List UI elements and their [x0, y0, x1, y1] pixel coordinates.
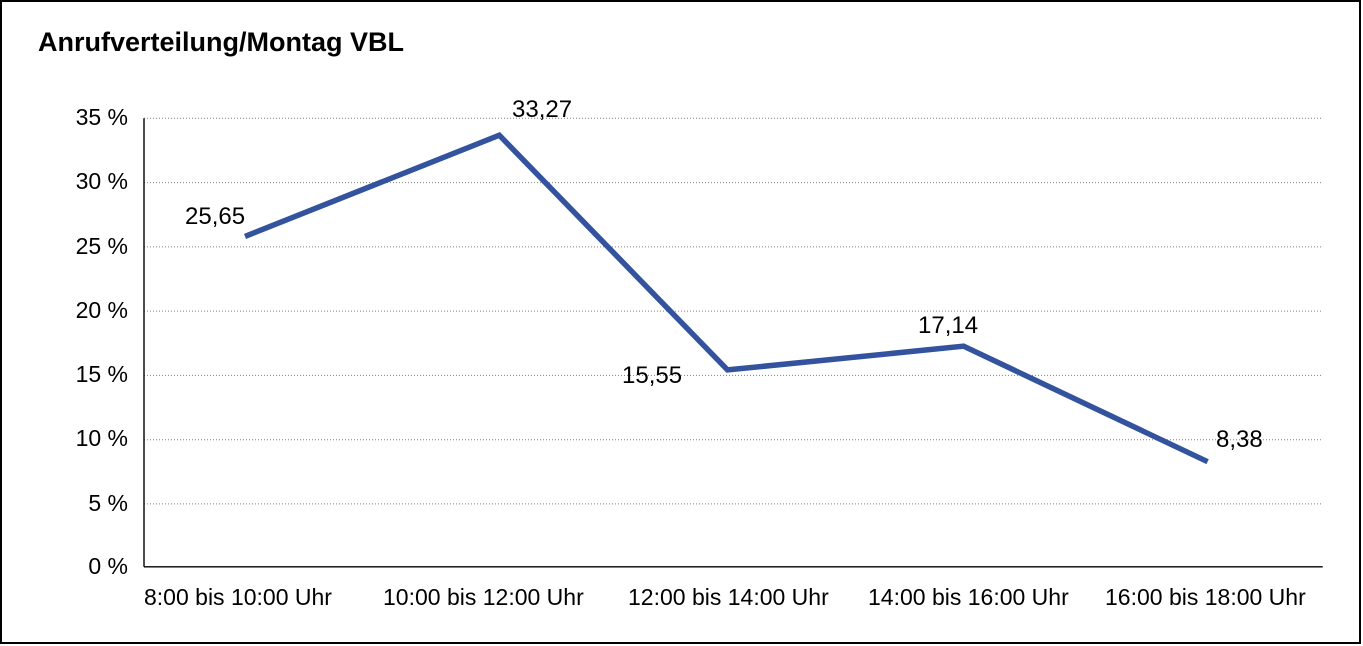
svg-text:15,55: 15,55: [622, 362, 682, 389]
svg-text:20 %: 20 %: [76, 297, 128, 323]
svg-text:10:00 bis 12:00 Uhr: 10:00 bis 12:00 Uhr: [383, 584, 584, 610]
svg-text:8:00 bis 10:00 Uhr: 8:00 bis 10:00 Uhr: [144, 584, 332, 610]
svg-text:25 %: 25 %: [76, 233, 128, 259]
svg-text:12:00 bis 14:00 Uhr: 12:00 bis 14:00 Uhr: [628, 584, 829, 610]
svg-text:0 %: 0 %: [88, 553, 128, 579]
svg-text:33,27: 33,27: [512, 96, 572, 123]
svg-text:5 %: 5 %: [88, 490, 128, 516]
svg-text:25,65: 25,65: [185, 203, 245, 230]
svg-text:16:00 bis 18:00 Uhr: 16:00 bis 18:00 Uhr: [1105, 584, 1306, 610]
svg-text:30 %: 30 %: [76, 168, 128, 194]
svg-text:35 %: 35 %: [76, 104, 128, 130]
svg-text:17,14: 17,14: [918, 312, 978, 339]
svg-text:15 %: 15 %: [76, 361, 128, 387]
svg-text:8,38: 8,38: [1216, 426, 1263, 453]
svg-text:14:00 bis 16:00 Uhr: 14:00 bis 16:00 Uhr: [868, 584, 1069, 610]
svg-text:10 %: 10 %: [76, 425, 128, 451]
